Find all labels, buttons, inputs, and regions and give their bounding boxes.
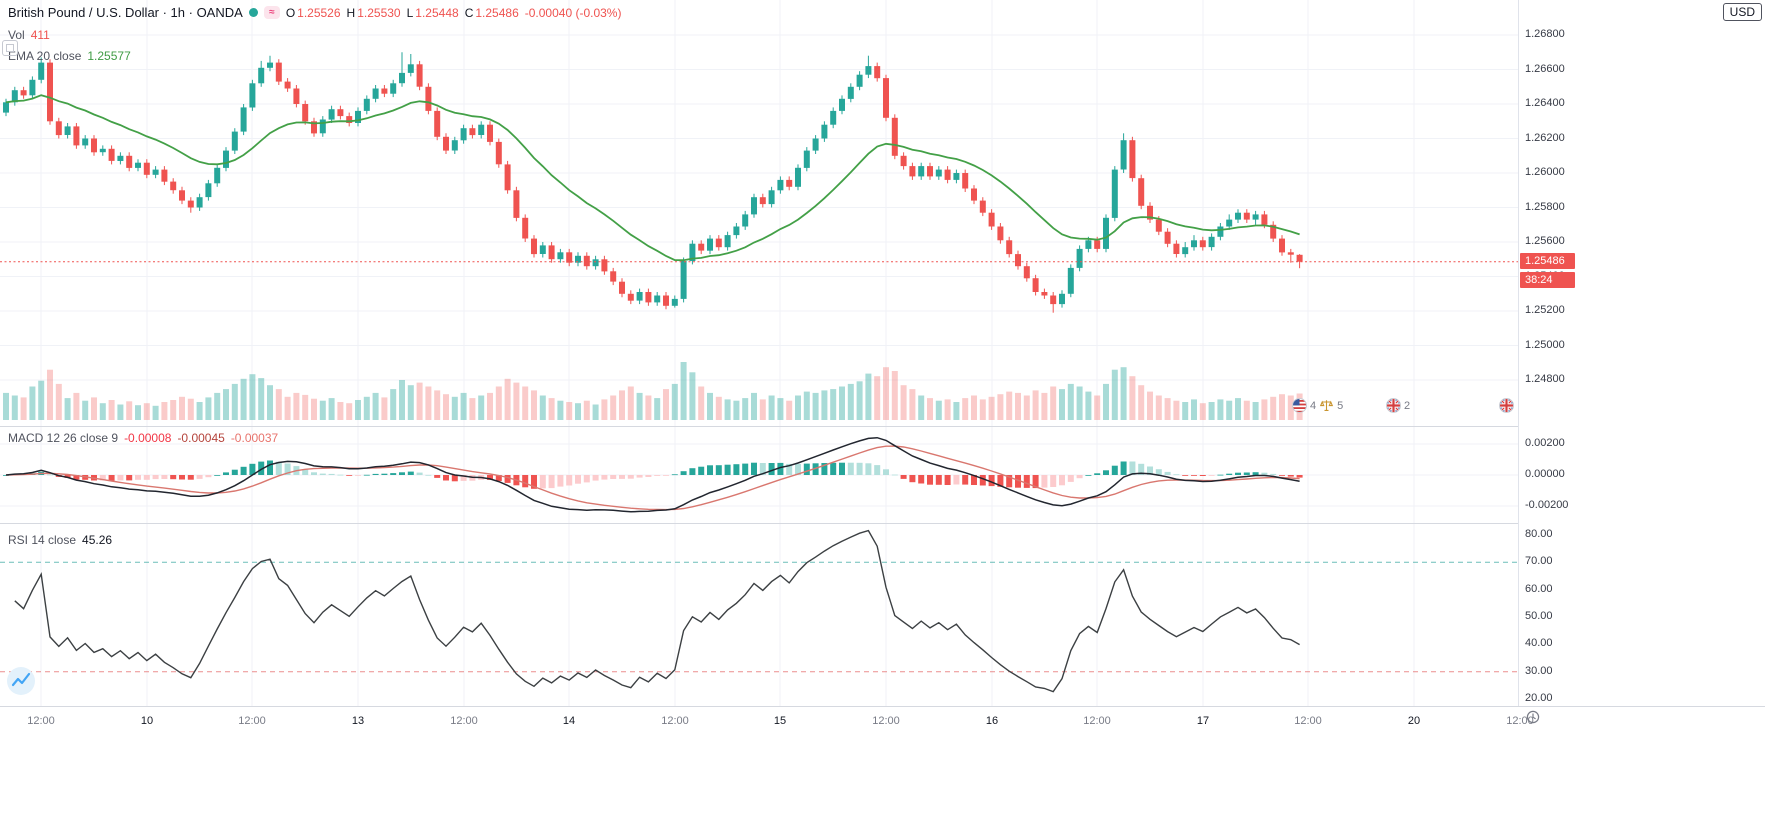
pane-separator[interactable]	[0, 426, 1765, 427]
event-marker-group[interactable]: 2	[1386, 398, 1410, 413]
rsi-legend-value: 45.26	[82, 533, 113, 547]
time-axis-label: 10	[140, 715, 154, 727]
price-axis-label: 1.24800	[1525, 373, 1565, 385]
ema-legend-label[interactable]: EMA 20 close	[8, 49, 82, 63]
ohlc-open-value: 1.25526	[297, 5, 341, 20]
time-axis-label: 12:00	[238, 715, 266, 727]
ohlc-close-label: C	[464, 5, 474, 20]
scales-icon[interactable]	[1319, 398, 1334, 413]
symbol-title[interactable]: British Pound / U.S. Dollar · 1h · OANDA	[8, 5, 243, 20]
time-axis-label: 17	[1196, 715, 1210, 727]
ema-legend-value: 1.25577	[87, 49, 131, 63]
clock-icon[interactable]	[1526, 710, 1540, 729]
price-axis-label: 1.26000	[1525, 166, 1565, 178]
price-pane-canvas[interactable]	[0, 0, 1518, 426]
event-marker-group[interactable]	[1499, 398, 1514, 413]
time-axis-label: 12:00	[1083, 715, 1111, 727]
time-axis-label: 12:00	[27, 715, 55, 727]
volume-legend-row: Vol 411	[8, 28, 50, 42]
macd-line-value: -0.00045	[177, 431, 225, 445]
rsi-pane-canvas[interactable]	[0, 524, 1518, 706]
price-axis-label: 1.25600	[1525, 235, 1565, 247]
price-axis-label: 1.26600	[1525, 63, 1565, 75]
macd-hist-value: -0.00008	[124, 431, 172, 445]
ohlc-low-label: L	[406, 5, 414, 20]
time-axis-separator	[0, 706, 1765, 707]
macd-signal-value: -0.00037	[230, 431, 279, 445]
market-status-icon	[248, 8, 258, 17]
event-marker-count: 2	[1404, 399, 1411, 412]
time-axis-label: 12:00	[872, 715, 900, 727]
ohlc-high-label: H	[346, 5, 356, 20]
rsi-axis-label: 70.00	[1525, 555, 1553, 567]
bar-countdown-badge: 38:24	[1520, 272, 1575, 288]
change-value: -0.00040 (-0.03%)	[524, 5, 622, 20]
time-axis-label: 13	[351, 715, 365, 727]
uk-flag-icon[interactable]	[1386, 398, 1401, 413]
price-axis-label: 1.26200	[1525, 132, 1565, 144]
volume-legend-label[interactable]: Vol	[8, 28, 25, 42]
macd-pane-canvas[interactable]	[0, 427, 1518, 523]
rsi-axis-label: 20.00	[1525, 692, 1553, 704]
ohlc-high-value: 1.25530	[357, 5, 401, 20]
ohlc-open-label: O	[285, 5, 296, 20]
price-axis-label: 1.25000	[1525, 339, 1565, 351]
event-marker-count: 4	[1310, 399, 1317, 412]
price-axis[interactable]: 1.25486 38:24 1.26800 1.26600 1.26400 1.262…	[1518, 0, 1765, 706]
time-axis-label: 20	[1407, 715, 1421, 727]
pane-control-icon[interactable]	[2, 40, 18, 56]
us-flag-icon[interactable]	[1292, 398, 1307, 413]
time-axis[interactable]: 12:00 10 12:00 13 12:00 14 12:00 15 12:00 16 12:00…	[0, 707, 1765, 814]
price-axis-label: 1.25800	[1525, 201, 1565, 213]
rsi-legend-row: RSI 14 close 45.26	[8, 533, 112, 547]
macd-axis-label: 0.00200	[1525, 437, 1565, 449]
rsi-legend-label[interactable]: RSI 14 close	[8, 533, 77, 547]
macd-axis-label: 0.00000	[1525, 468, 1565, 480]
ohlc-close-value: 1.25486	[475, 5, 519, 20]
logo-chart-icon	[7, 667, 35, 695]
tradingview-logo[interactable]	[6, 666, 36, 696]
ema-legend-row: EMA 20 close 1.25577	[8, 49, 131, 63]
rsi-axis-label: 80.00	[1525, 528, 1553, 540]
rsi-axis-label: 40.00	[1525, 637, 1553, 649]
time-axis-label: 12:00	[661, 715, 689, 727]
macd-legend-row: MACD 12 26 close 9 -0.00008 -0.00045 -0.…	[8, 431, 278, 445]
price-axis-label: 1.26400	[1525, 97, 1565, 109]
rsi-axis-label: 60.00	[1525, 583, 1553, 595]
rsi-axis-label: 30.00	[1525, 665, 1553, 677]
macd-axis-label: -0.00200	[1525, 499, 1569, 511]
uk-flag-icon[interactable]	[1499, 398, 1514, 413]
current-price-badge: 1.25486	[1520, 253, 1575, 269]
macd-legend-label[interactable]: MACD 12 26 close 9	[8, 431, 119, 445]
price-axis-label: 1.26800	[1525, 28, 1565, 40]
time-axis-label: 15	[773, 715, 787, 727]
event-marker-count: 5	[1337, 399, 1344, 412]
time-axis-label: 12:00	[1294, 715, 1322, 727]
delayed-data-icon: ≈	[263, 6, 280, 19]
symbol-legend-row: British Pound / U.S. Dollar · 1h · OANDA…	[8, 5, 621, 20]
currency-unit-button[interactable]: USD	[1722, 3, 1762, 21]
price-axis-label: 1.25200	[1525, 304, 1565, 316]
ohlc-low-value: 1.25448	[415, 5, 459, 20]
rsi-axis-label: 50.00	[1525, 610, 1553, 622]
time-axis-label: 12:00	[450, 715, 478, 727]
time-axis-label: 16	[985, 715, 999, 727]
volume-legend-value: 411	[30, 28, 50, 42]
pane-separator[interactable]	[0, 523, 1765, 524]
time-axis-label: 14	[562, 715, 576, 727]
